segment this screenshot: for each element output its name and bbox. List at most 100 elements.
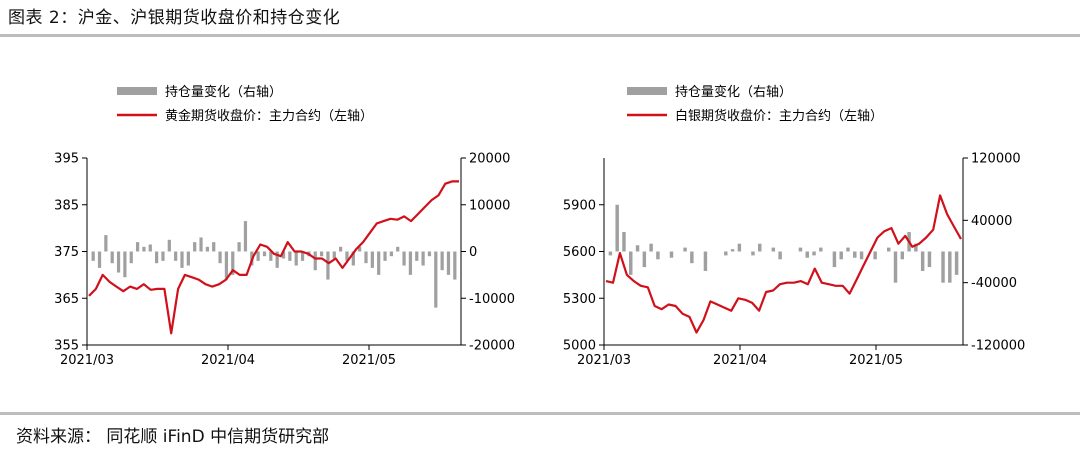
oi-bar xyxy=(893,251,898,283)
x-tick-label: 2021/04 xyxy=(713,353,767,368)
oi-bar xyxy=(281,251,286,259)
oi-bar xyxy=(812,251,816,256)
oi-bar xyxy=(446,251,451,275)
left-tick-label: 5000 xyxy=(563,339,596,354)
oi-bar xyxy=(116,251,121,273)
oi-bar xyxy=(730,249,735,252)
oi-bar xyxy=(339,246,343,252)
oi-bar xyxy=(819,247,823,252)
oi-bar xyxy=(737,243,742,252)
oi-bar xyxy=(174,251,178,261)
oi-bar xyxy=(161,251,165,261)
x-tick-label: 2021/05 xyxy=(342,353,396,368)
oi-bar xyxy=(440,251,444,271)
gold-chart: 持仓量变化（右轴） 黄金期货收盘价：主力合约（左轴） 355 365 375 385 395… xyxy=(54,84,515,368)
x-tick-label: 2021/04 xyxy=(201,353,255,368)
oi-bar xyxy=(370,251,374,268)
oi-bar xyxy=(396,246,400,252)
oi-bar xyxy=(608,251,613,256)
oi-bar xyxy=(180,251,184,268)
x-tick-label: 2021/05 xyxy=(849,353,903,368)
legend-line-label: 白银期货收盘价：主力合约（左轴） xyxy=(675,108,883,124)
legend-line-label: 黄金期货收盘价：主力合约（左轴） xyxy=(165,108,373,124)
left-tick-label: 385 xyxy=(54,198,79,213)
bottom-rule xyxy=(0,412,1080,415)
right-tick-label: 120000 xyxy=(971,152,1021,167)
oi-bar xyxy=(629,251,633,275)
oi-bar xyxy=(199,237,203,252)
oi-bar xyxy=(690,251,694,264)
right-tick-label: -10000 xyxy=(469,292,515,307)
oi-bar xyxy=(288,251,292,261)
legend-bar-swatch xyxy=(117,87,157,95)
oi-bar xyxy=(231,251,235,275)
left-tick-label: 5300 xyxy=(563,292,596,307)
right-tick-label: -120000 xyxy=(971,339,1025,354)
oi-bar xyxy=(243,221,248,252)
right-tick-label: 0 xyxy=(469,245,477,260)
oi-bar xyxy=(345,251,349,261)
oi-bar xyxy=(948,251,952,283)
oi-bar xyxy=(135,242,140,252)
right-tick-label: -40000 xyxy=(971,276,1017,291)
price-line xyxy=(605,194,962,334)
oi-bar xyxy=(212,242,216,252)
oi-bar xyxy=(954,251,959,275)
oi-bar xyxy=(778,251,782,260)
legend-bar-swatch xyxy=(627,87,667,95)
oi-bar xyxy=(434,251,438,308)
oi-bar xyxy=(724,251,728,256)
oi-bar xyxy=(615,204,619,252)
oi-bar xyxy=(167,239,171,252)
oi-bar xyxy=(642,251,647,268)
silver-chart: 持仓量变化（右轴） 白银期货收盘价：主力合约（左轴） 5000 5300 5600 590… xyxy=(563,84,1025,368)
left-tick-label: 375 xyxy=(54,245,79,260)
top-rule xyxy=(0,34,1080,37)
legend-bar-label: 持仓量变化（右轴） xyxy=(165,84,282,100)
oi-bar xyxy=(186,251,190,266)
oi-bar xyxy=(155,251,159,264)
oi-bar xyxy=(129,251,133,264)
oi-bar xyxy=(224,251,229,280)
oi-bar xyxy=(193,242,197,252)
left-tick-label: 365 xyxy=(54,292,79,307)
oi-bar xyxy=(256,251,260,261)
oi-bar xyxy=(275,251,279,268)
left-tick-label: 355 xyxy=(54,339,79,354)
oi-bar xyxy=(914,243,918,252)
oi-bar xyxy=(104,235,108,252)
oi-bar xyxy=(123,251,127,278)
left-tick-label: 5600 xyxy=(563,245,596,260)
right-tick-label: 20000 xyxy=(469,152,510,167)
oi-bar xyxy=(683,247,687,252)
oi-bar xyxy=(300,251,305,261)
oi-bar xyxy=(269,251,273,261)
legend-bar-label: 持仓量变化（右轴） xyxy=(675,84,792,100)
oi-bar xyxy=(218,251,222,264)
oi-bar xyxy=(262,251,267,257)
oi-bar xyxy=(294,251,298,266)
oi-bar xyxy=(839,251,843,260)
oi-bar xyxy=(415,251,419,261)
oi-bar xyxy=(941,251,945,283)
oi-bar xyxy=(205,246,209,252)
oi-bar xyxy=(389,251,393,257)
right-tick-label: -20000 xyxy=(469,339,515,354)
oi-bar xyxy=(798,247,803,252)
oi-bar xyxy=(358,246,362,252)
right-tick-label: 40000 xyxy=(971,214,1012,229)
oi-bar xyxy=(142,246,146,252)
oi-bar xyxy=(853,251,857,258)
oi-bar xyxy=(313,251,317,271)
oi-bar xyxy=(326,251,330,280)
oi-bar xyxy=(805,251,809,258)
oi-bar xyxy=(377,251,381,275)
oi-bar xyxy=(364,251,368,264)
oi-bar xyxy=(427,251,432,257)
oi-bar xyxy=(846,247,850,252)
oi-bar xyxy=(97,251,102,268)
oi-bar xyxy=(408,251,413,275)
oi-bar xyxy=(622,232,626,252)
oi-bar xyxy=(703,251,708,271)
oi-bar xyxy=(649,243,653,252)
